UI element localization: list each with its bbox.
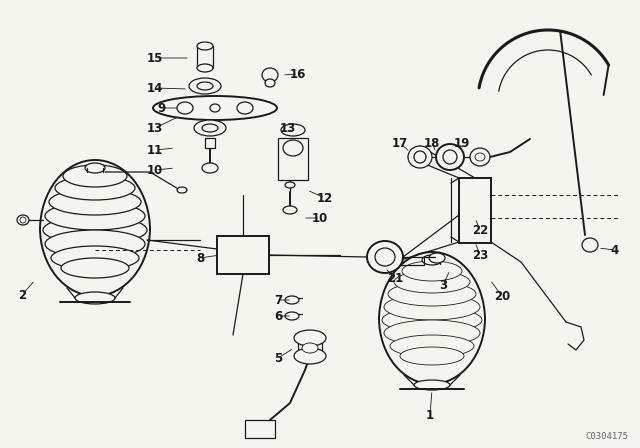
Ellipse shape [237, 102, 253, 114]
Ellipse shape [394, 271, 470, 293]
Text: 14: 14 [147, 82, 163, 95]
Ellipse shape [367, 241, 403, 273]
Ellipse shape [197, 42, 213, 50]
Ellipse shape [402, 261, 462, 281]
Text: 10: 10 [312, 211, 328, 224]
Text: 9: 9 [158, 102, 166, 115]
Text: 4: 4 [611, 244, 619, 257]
Text: 10: 10 [147, 164, 163, 177]
Ellipse shape [55, 176, 135, 200]
Text: C0304175: C0304175 [585, 432, 628, 441]
Text: 15: 15 [147, 52, 163, 65]
Ellipse shape [85, 163, 105, 173]
Ellipse shape [470, 148, 490, 166]
Ellipse shape [285, 182, 295, 188]
Ellipse shape [475, 153, 485, 161]
Ellipse shape [283, 140, 303, 156]
Ellipse shape [75, 292, 115, 304]
Ellipse shape [436, 144, 464, 170]
Ellipse shape [177, 187, 187, 193]
Ellipse shape [379, 261, 389, 269]
FancyBboxPatch shape [245, 420, 275, 438]
Ellipse shape [582, 238, 598, 252]
FancyBboxPatch shape [278, 138, 308, 180]
Ellipse shape [194, 120, 226, 136]
Ellipse shape [63, 165, 127, 187]
Ellipse shape [375, 248, 395, 266]
Ellipse shape [429, 253, 445, 263]
Ellipse shape [189, 78, 221, 94]
Ellipse shape [43, 216, 147, 244]
Ellipse shape [283, 206, 297, 214]
Text: 3: 3 [439, 279, 447, 292]
Text: 5: 5 [274, 352, 282, 365]
Ellipse shape [20, 217, 26, 223]
Ellipse shape [177, 102, 193, 114]
Ellipse shape [382, 307, 482, 333]
Ellipse shape [294, 348, 326, 364]
Text: 17: 17 [392, 137, 408, 150]
Text: 16: 16 [290, 68, 306, 81]
Ellipse shape [285, 296, 299, 304]
Ellipse shape [422, 255, 442, 265]
Text: 13: 13 [147, 121, 163, 134]
Ellipse shape [262, 68, 278, 82]
Text: 21: 21 [387, 271, 403, 284]
FancyBboxPatch shape [217, 236, 269, 274]
FancyBboxPatch shape [459, 178, 491, 243]
Text: 19: 19 [454, 137, 470, 150]
Ellipse shape [414, 380, 450, 390]
FancyBboxPatch shape [298, 338, 322, 356]
Ellipse shape [202, 124, 218, 132]
Ellipse shape [61, 258, 129, 278]
Ellipse shape [388, 282, 476, 306]
Text: 8: 8 [196, 251, 204, 264]
Text: 22: 22 [472, 224, 488, 237]
Ellipse shape [197, 82, 213, 90]
Text: 20: 20 [494, 289, 510, 302]
Ellipse shape [443, 150, 457, 164]
Ellipse shape [400, 347, 464, 365]
Ellipse shape [302, 343, 318, 353]
Ellipse shape [17, 215, 29, 225]
Ellipse shape [45, 230, 145, 258]
FancyBboxPatch shape [205, 138, 215, 148]
Ellipse shape [210, 104, 220, 112]
Ellipse shape [265, 79, 275, 87]
Text: 11: 11 [147, 143, 163, 156]
Ellipse shape [294, 330, 326, 346]
Ellipse shape [197, 64, 213, 72]
Ellipse shape [408, 146, 432, 168]
Ellipse shape [45, 202, 145, 230]
Text: 1: 1 [426, 409, 434, 422]
Text: 6: 6 [274, 310, 282, 323]
Ellipse shape [384, 294, 480, 320]
Text: 7: 7 [274, 293, 282, 306]
Text: 13: 13 [280, 121, 296, 134]
Ellipse shape [281, 124, 305, 136]
Ellipse shape [384, 320, 480, 346]
Ellipse shape [285, 312, 299, 320]
Ellipse shape [153, 96, 277, 120]
Text: 2: 2 [18, 289, 26, 302]
Text: 23: 23 [472, 249, 488, 262]
Ellipse shape [390, 335, 474, 357]
Text: 12: 12 [317, 191, 333, 204]
Ellipse shape [202, 163, 218, 173]
Ellipse shape [414, 151, 426, 163]
Ellipse shape [49, 189, 141, 215]
Text: 18: 18 [424, 137, 440, 150]
FancyBboxPatch shape [197, 46, 213, 68]
Ellipse shape [51, 246, 139, 270]
